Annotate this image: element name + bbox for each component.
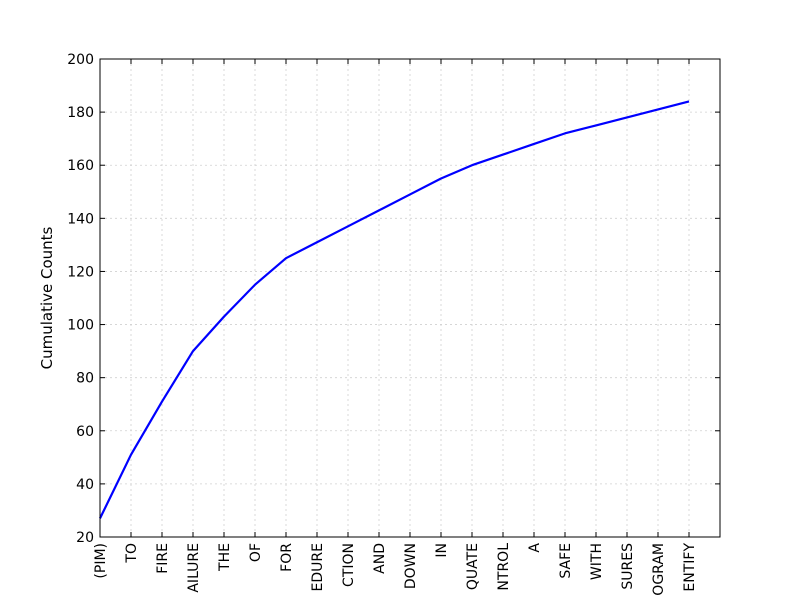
plot-frame (99, 58, 721, 538)
y-tick-label: 60 (76, 424, 94, 440)
y-axis-label: Cumulative Counts (38, 226, 56, 369)
y-tick-label: 120 (67, 264, 94, 280)
y-tick-label: 20 (76, 530, 94, 546)
x-tick-label: EDURE (310, 543, 326, 591)
y-tick-label: 40 (76, 477, 94, 493)
x-tick-label: FOR (279, 543, 295, 572)
y-axis-ticks: 20 40 60 80 100 120 140 160 180 200 (67, 52, 720, 546)
x-tick-label: (PIM) (93, 543, 109, 579)
x-tick-label: SAFE (558, 543, 574, 579)
series-line (99, 100, 690, 519)
x-tick-label: AND (372, 543, 388, 574)
x-tick-label: OF (248, 543, 264, 562)
x-tick-label: SURES (620, 543, 636, 590)
x-axis-ticks: (PIM) TO FIRE AILURE THE OF FOR EDURE CTION AND DO… (93, 59, 698, 596)
y-tick-label: 80 (76, 371, 94, 387)
x-tick-label: CTION (341, 543, 357, 587)
y-tick-label: 100 (67, 318, 94, 334)
x-tick-label: OGRAM (651, 543, 667, 596)
x-tick-label: A (527, 543, 543, 553)
grid-lines (100, 59, 720, 537)
y-tick-label: 180 (67, 105, 94, 121)
x-tick-label: TO (124, 543, 140, 564)
x-tick-label: FIRE (155, 543, 171, 574)
x-tick-label: WITH (589, 543, 605, 580)
y-tick-label: 140 (67, 211, 94, 227)
x-tick-label: ENTIFY (682, 543, 698, 592)
x-tick-label: THE (217, 543, 233, 572)
x-tick-label: NTROL (496, 543, 512, 591)
y-tick-label: 160 (67, 158, 94, 174)
x-tick-label: QUATE (465, 543, 481, 590)
x-tick-label: IN (434, 543, 450, 558)
y-tick-label: 200 (67, 52, 94, 68)
x-tick-label: DOWN (403, 543, 419, 589)
x-tick-label: AILURE (186, 543, 202, 593)
